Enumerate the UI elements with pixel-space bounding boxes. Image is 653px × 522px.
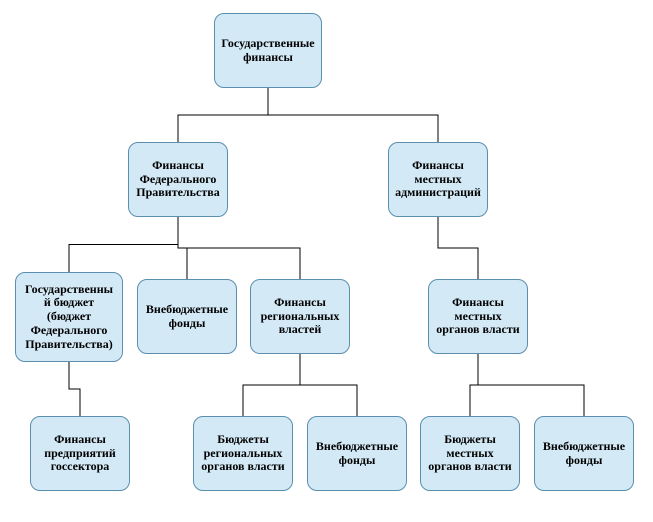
edge-root-local — [268, 88, 438, 142]
node-rbud: Бюджеты региональных органов власти — [193, 416, 293, 491]
node-label: Внебюджетные фонды — [541, 440, 627, 468]
node-label: Финансы региональных властей — [257, 296, 343, 337]
node-label: Финансы местных администраций — [395, 159, 481, 200]
node-label: Государственные финансы — [221, 37, 315, 65]
node-extra1: Внебюджетные фонды — [137, 279, 237, 354]
edge-budget-sector — [69, 362, 80, 416]
edge-mest-mbud — [470, 354, 478, 416]
node-root: Государственные финансы — [214, 13, 322, 88]
node-rext: Внебюджетные фонды — [307, 416, 407, 491]
edge-mest-mext — [478, 354, 584, 416]
node-label: Внебюджетные фонды — [314, 440, 400, 468]
node-mbud: Бюджеты местных органов власти — [420, 416, 520, 491]
edge-fed-extra1 — [178, 217, 187, 279]
node-local: Финансы местных администраций — [388, 142, 488, 217]
node-label: Бюджеты местных органов власти — [427, 433, 513, 474]
edge-fed-reg — [178, 217, 300, 279]
node-budget: Государственный бюджет (бюджет Федеральн… — [15, 272, 123, 362]
node-label: Бюджеты региональных органов власти — [200, 433, 286, 474]
edge-local-mest — [438, 217, 478, 279]
node-reg: Финансы региональных властей — [250, 279, 350, 354]
edge-fed-budget — [69, 217, 178, 272]
edge-root-fed — [178, 88, 268, 142]
node-label: Финансы Федерального Правительства — [135, 159, 221, 200]
diagram-canvas: Государственные финансы Финансы Федераль… — [0, 0, 653, 522]
node-sector: Финансы предприятий госсектора — [30, 416, 130, 491]
edge-reg-rext — [300, 354, 357, 416]
node-label: Внебюджетные фонды — [144, 303, 230, 331]
node-label: Финансы предприятий госсектора — [37, 433, 123, 474]
node-mext: Внебюджетные фонды — [534, 416, 634, 491]
node-fed: Финансы Федерального Правительства — [128, 142, 228, 217]
node-label: Финансы местных органов власти — [435, 296, 521, 337]
edge-reg-rbud — [243, 354, 300, 416]
node-label: Государственный бюджет (бюджет Федеральн… — [22, 283, 116, 352]
node-mest: Финансы местных органов власти — [428, 279, 528, 354]
